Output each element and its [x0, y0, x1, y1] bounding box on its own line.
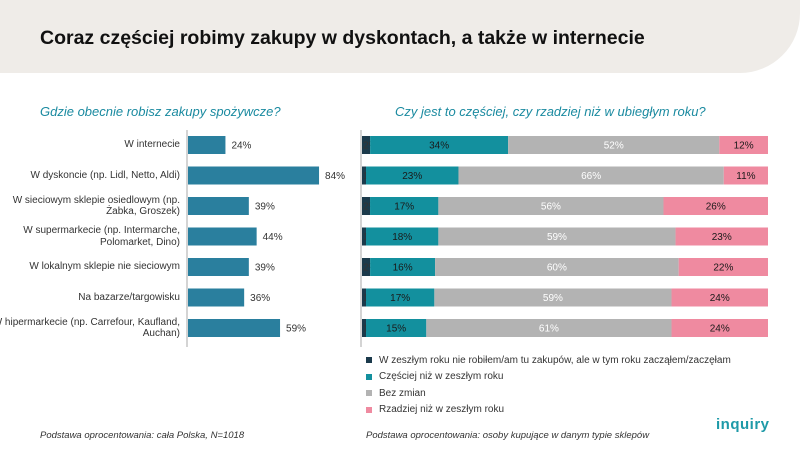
stacked-segment: [362, 319, 367, 337]
stacked-segment: [434, 288, 672, 307]
legend-swatch: [366, 390, 372, 397]
left-bar: [188, 319, 281, 337]
stacked-segment: [723, 166, 768, 185]
stacked-segment-label: 56%: [541, 202, 561, 213]
stacked-segment-label: 12%: [734, 141, 754, 152]
category-label: W internecie: [124, 139, 180, 150]
stacked-segment-label: 22%: [713, 263, 733, 274]
legend-label: Rzadziej niż w zeszłym roku: [379, 404, 505, 416]
stacked-segment-label: 24%: [710, 324, 730, 335]
legend-item: Bez zmian: [366, 385, 731, 402]
brand-logo: inquiry: [716, 416, 770, 433]
stacked-segment: [671, 319, 768, 337]
stacked-segment: [362, 136, 371, 154]
stacked-segment-label: 17%: [390, 293, 410, 304]
stacked-segment-label: 34%: [429, 141, 449, 152]
left-bar-label: 59%: [286, 324, 306, 335]
stacked-segment: [678, 258, 768, 276]
left-bar-label: 84%: [325, 171, 345, 182]
category-label: W lokalnym sklepie nie sieciowym: [29, 261, 180, 272]
stacked-segment-label: 59%: [543, 293, 563, 304]
stacked-segment: [362, 166, 367, 185]
stacked-segment: [370, 197, 439, 215]
stacked-segment: [366, 166, 459, 185]
category-label: W dyskoncie (np. Lidl, Netto, Aldi): [30, 169, 180, 181]
title-band: [0, 0, 800, 73]
stacked-segment-label: 15%: [386, 324, 406, 335]
stacked-segment: [362, 197, 371, 215]
footnote-left: Podstawa oprocentowania: cała Polska, N=…: [40, 430, 245, 441]
legend-swatch: [366, 373, 372, 380]
stacked-segment-label: 59%: [547, 232, 567, 243]
stacked-segment: [719, 136, 768, 154]
legend-label: Częściej niż w zeszłym roku: [379, 371, 504, 383]
left-bar: [188, 227, 257, 246]
stacked-segment-label: 66%: [581, 171, 601, 182]
left-bar-label: 24%: [231, 141, 251, 152]
stacked-segment: [362, 288, 367, 307]
stacked-segment-label: 17%: [394, 202, 414, 213]
stacked-segment-label: 23%: [712, 232, 732, 243]
legend-item: Rzadziej niż w zeszłym roku: [366, 402, 731, 419]
stacked-segment: [366, 288, 435, 307]
stacked-segment: [362, 258, 371, 276]
stacked-segment: [366, 319, 427, 337]
stacked-segment: [370, 258, 436, 276]
stacked-segment: [663, 197, 768, 215]
stacked-segment-label: 18%: [392, 232, 412, 243]
left-bar: [188, 258, 249, 276]
left-bar-label: 39%: [255, 202, 275, 213]
left-bar: [188, 288, 245, 307]
left-bar-label: 44%: [263, 232, 283, 243]
legend-label: W zeszłym roku nie robiłem/am tu zakupów…: [379, 354, 731, 366]
stacked-segment: [362, 227, 367, 246]
stacked-segment-label: 60%: [547, 263, 567, 274]
left-bar: [188, 166, 320, 185]
stacked-segment: [435, 258, 679, 276]
category-label: W sieciowym sklepie osiedlowym (np. Żabk…: [12, 194, 180, 218]
legend-swatch: [366, 406, 372, 413]
stacked-segment-label: 24%: [710, 293, 730, 304]
category-label: W hipermarkecie (np. Carrefour, Kaufland…: [0, 316, 180, 340]
stacked-segment: [671, 288, 768, 307]
legend-item: Częściej niż w zeszłym roku: [366, 369, 731, 386]
stacked-segment-label: 52%: [604, 141, 624, 152]
legend: W zeszłym roku nie robiłem/am tu zakupów…: [366, 352, 731, 418]
stacked-segment-label: 11%: [736, 171, 755, 182]
category-label: Na bazarze/targowisku: [78, 291, 180, 303]
left-bar-label: 39%: [255, 263, 275, 274]
stacked-segment: [366, 227, 439, 246]
footnote-right: Podstawa oprocentowania: osoby kupujące …: [366, 430, 650, 441]
stacked-segment: [438, 197, 664, 215]
category-label: W supermarkecie (np. Intermarche, Poloma…: [23, 225, 180, 248]
stacked-segment: [370, 136, 509, 154]
right-chart-subtitle: Czy jest to częściej, czy rzadziej niż w…: [395, 104, 706, 119]
left-bar-label: 36%: [250, 293, 270, 304]
stacked-segment: [508, 136, 720, 154]
page-title: Coraz częściej robimy zakupy w dyskontac…: [40, 27, 645, 49]
stacked-segment: [426, 319, 672, 337]
stacked-segment: [458, 166, 724, 185]
legend-item: W zeszłym roku nie robiłem/am tu zakupów…: [366, 352, 731, 369]
left-chart-subtitle: Gdzie obecnie robisz zakupy spożywcze?: [40, 104, 281, 119]
stacked-segment: [675, 227, 768, 246]
stacked-segment-label: 16%: [393, 263, 413, 274]
left-bar: [188, 136, 226, 154]
stacked-segment-label: 26%: [706, 202, 726, 213]
stacked-segment-label: 61%: [539, 324, 559, 335]
stacked-segment: [438, 227, 676, 246]
left-bar: [188, 197, 249, 215]
stacked-segment-label: 23%: [402, 171, 422, 182]
legend-label: Bez zmian: [379, 387, 426, 399]
legend-swatch: [366, 357, 372, 364]
